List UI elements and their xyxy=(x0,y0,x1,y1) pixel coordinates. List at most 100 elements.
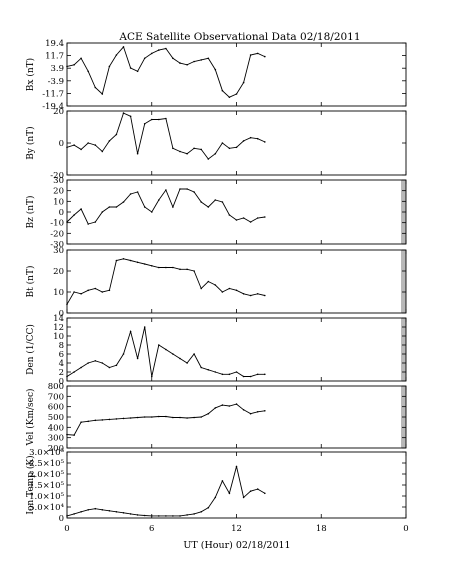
temp-y-tick-label: 1.0×10⁵ xyxy=(29,492,64,502)
bx-data-point xyxy=(165,47,167,50)
bt-data-point xyxy=(136,261,139,264)
by-data-point xyxy=(101,150,104,153)
bt-data-point xyxy=(179,268,181,271)
den-y-tick-label: 12 xyxy=(53,323,64,333)
temp-data-point xyxy=(122,512,125,514)
by-y-tick-label: -20 xyxy=(50,171,64,181)
temp-data-point xyxy=(249,490,252,493)
temp-data-point xyxy=(235,465,238,468)
vel-data-point xyxy=(242,409,245,411)
bt-data-point xyxy=(235,289,238,292)
vel-y-axis-label: Vel (Km/sec) xyxy=(25,388,36,446)
bx-data-point xyxy=(193,60,195,63)
vel-data-point xyxy=(207,412,210,415)
den-data-point xyxy=(221,373,224,376)
vel-data-point xyxy=(94,419,97,422)
by-data-point xyxy=(143,123,146,125)
bz-data-point xyxy=(73,214,75,216)
bz-data-point xyxy=(200,201,202,203)
bx-y-tick-label: -3.9 xyxy=(48,77,64,87)
bx-data-point xyxy=(249,54,252,56)
bz-data-point xyxy=(249,221,252,223)
temp-data-point xyxy=(165,515,167,517)
bx-data-point xyxy=(80,57,82,60)
bt-data-point xyxy=(256,293,259,295)
vel-panel-frame xyxy=(66,385,407,449)
bz-y-tick-label: -20 xyxy=(50,229,64,239)
bx-y-tick-label: 19.4 xyxy=(45,39,64,49)
by-panel-frame xyxy=(66,110,407,176)
temp-y-tick-label: 2.5×10⁵ xyxy=(29,459,64,469)
den-data-point xyxy=(158,344,160,346)
den-y-tick-label: 6 xyxy=(59,350,64,360)
den-data-point xyxy=(249,375,252,378)
den-data-point xyxy=(193,353,195,355)
temp-data-point xyxy=(101,509,104,511)
chart-title: ACE Satellite Observational Data 02/18/2… xyxy=(118,31,360,43)
den-data-point xyxy=(235,371,238,373)
bt-data-point xyxy=(115,259,118,262)
by-data-point xyxy=(221,142,224,144)
by-data-point xyxy=(165,117,167,120)
temp-data-point xyxy=(264,492,266,495)
bt-data-point xyxy=(158,266,160,269)
temp-data-point xyxy=(94,507,97,510)
bt-series-line xyxy=(66,258,265,305)
bz-y-tick-label: 10 xyxy=(53,197,64,207)
temp-data-point xyxy=(193,513,195,515)
bx-data-point xyxy=(228,96,231,98)
vel-data-point xyxy=(108,418,111,421)
by-data-point xyxy=(115,133,118,136)
vel-data-point xyxy=(66,433,68,436)
den-y-tick-label: 4 xyxy=(59,359,64,369)
bx-data-point xyxy=(94,86,97,89)
bz-data-point xyxy=(221,201,224,203)
bt-data-gap-band xyxy=(401,250,406,313)
den-data-point xyxy=(94,360,97,362)
bt-data-point xyxy=(186,268,188,271)
by-data-point xyxy=(200,148,202,151)
bz-data-point xyxy=(207,206,210,208)
vel-data-point xyxy=(249,412,252,415)
bt-data-point xyxy=(242,293,245,295)
den-data-point xyxy=(66,375,68,378)
temp-y-tick-label: 0 xyxy=(59,514,64,524)
bz-data-point xyxy=(87,223,89,225)
vel-data-point xyxy=(129,417,132,419)
vel-data-point xyxy=(179,416,181,419)
bz-data-point xyxy=(235,219,238,221)
bx-data-point xyxy=(172,57,174,60)
bx-series-line xyxy=(66,46,265,98)
by-data-point xyxy=(158,118,160,121)
den-data-point xyxy=(151,375,153,378)
temp-data-point xyxy=(256,488,259,490)
den-data-point xyxy=(87,362,89,364)
temp-data-point xyxy=(200,511,202,513)
vel-data-point xyxy=(87,420,89,423)
bz-data-point xyxy=(158,199,160,201)
bz-data-point xyxy=(122,201,125,203)
temp-data-point xyxy=(73,513,75,515)
bt-y-tick-label: 10 xyxy=(53,288,64,298)
by-data-point xyxy=(87,142,89,144)
vel-data-point xyxy=(80,421,82,424)
by-y-tick-label: 0 xyxy=(59,139,64,149)
bt-data-point xyxy=(151,265,153,267)
by-data-point xyxy=(94,144,97,146)
bx-data-point xyxy=(143,57,146,60)
bt-data-point xyxy=(108,289,111,292)
temp-data-point xyxy=(221,480,224,482)
den-data-point xyxy=(207,369,210,371)
x-tick-label: 0 xyxy=(64,524,69,534)
by-y-tick-label: 20 xyxy=(53,107,64,117)
bt-data-point xyxy=(73,291,75,293)
den-y-tick-label: 8 xyxy=(59,341,64,351)
temp-data-point xyxy=(207,506,210,509)
x-axis-label: UT (Hour) 02/18/2011 xyxy=(183,540,290,551)
bt-data-point xyxy=(66,303,68,306)
den-data-point xyxy=(214,371,217,373)
by-data-point xyxy=(214,152,217,155)
vel-data-point xyxy=(214,407,217,409)
bt-data-point xyxy=(200,287,202,290)
bx-data-point xyxy=(122,46,125,48)
